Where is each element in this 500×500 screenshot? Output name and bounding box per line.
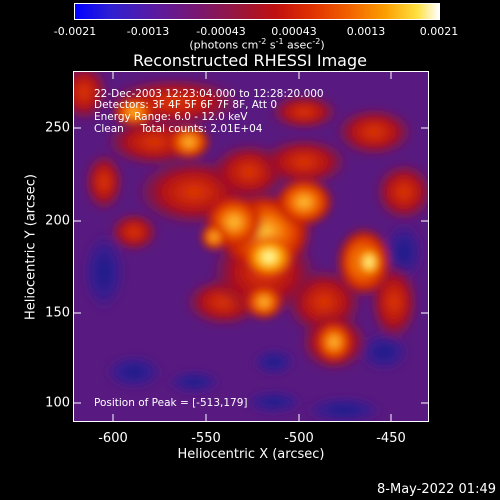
x-axis-label: Heliocentric X (arcsec) — [177, 447, 325, 462]
x-tick-label: -450 — [376, 431, 406, 446]
emission-blob — [112, 97, 156, 127]
emission-blob — [374, 162, 428, 222]
detectors-info: Detectors: 3F 4F 5F 6F 7F 8F, Att 0 — [94, 99, 278, 111]
energy-range-info: Energy Range: 6.0 - 12.0 keV — [94, 111, 248, 123]
x-tick-label: -550 — [191, 431, 221, 446]
rhessi-image-plot — [73, 71, 429, 422]
colorbar-tick-label: -0.00043 — [196, 25, 246, 38]
emission-blob — [244, 284, 284, 320]
rhessi-image-heatmap — [74, 72, 428, 421]
emission-blob — [304, 396, 384, 421]
colorbar — [74, 3, 440, 20]
emission-blob — [274, 177, 334, 227]
emission-blob — [166, 370, 222, 394]
emission-blob — [358, 332, 410, 372]
emission-blob — [252, 348, 296, 376]
peak-position-info: Position of Peak = [-513,179] — [94, 397, 248, 409]
x-tick-label: -500 — [284, 431, 314, 446]
colorbar-tick-label: -0.0021 — [53, 25, 97, 38]
emission-blob — [104, 354, 164, 390]
emission-blob — [243, 235, 295, 279]
emission-blob — [269, 94, 339, 130]
colorbar-units-label: (photons cm-2 s-1 asec-2) — [189, 37, 325, 52]
y-tick-label: 150 — [45, 305, 70, 321]
y-tick-label: 200 — [45, 213, 70, 229]
emission-blob — [259, 137, 349, 187]
colorbar-tick-label: 0.0013 — [346, 25, 386, 38]
emission-blob — [200, 223, 228, 251]
emission-blob — [109, 212, 159, 252]
y-tick-label: 250 — [45, 120, 70, 136]
clean-total-counts-info: Clean Total counts: 2.01E+04 — [94, 123, 263, 135]
colorbar-tick-label: -0.0013 — [126, 25, 170, 38]
y-axis-label: Heliocentric Y (arcsec) — [23, 174, 39, 320]
emission-blob — [82, 232, 126, 312]
colorbar-tick-label: 0.00043 — [271, 25, 317, 38]
colorbar-tick-label: 0.0021 — [419, 25, 459, 38]
emission-blob — [244, 390, 304, 414]
emission-blob — [84, 152, 124, 212]
y-tick-label: 100 — [45, 395, 70, 411]
x-tick-label: -600 — [98, 431, 128, 446]
emission-blob — [74, 72, 109, 122]
emission-blob — [314, 320, 354, 364]
emission-blob — [167, 124, 211, 160]
plot-timestamp: 8-May-2022 01:49 — [377, 482, 496, 497]
emission-blob — [334, 107, 414, 157]
image-title: Reconstructed RHESSI Image — [133, 51, 367, 70]
observation-time-range: 22-Dec-2003 12:23:04.000 to 12:28:20.000 — [94, 88, 324, 100]
emission-blob — [355, 244, 383, 280]
